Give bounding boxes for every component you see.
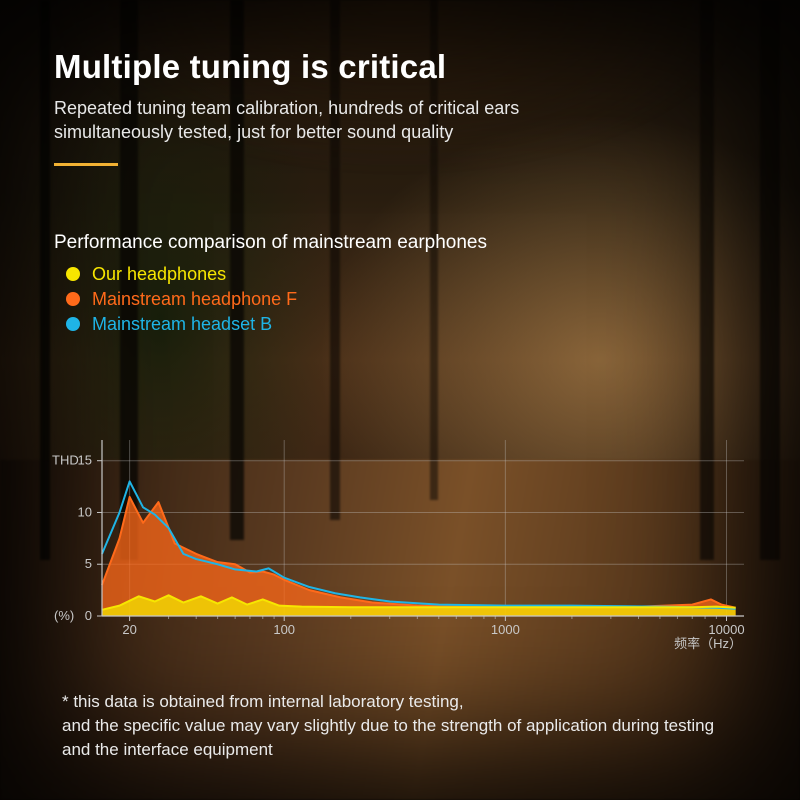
page-subtitle: Repeated tuning team calibration, hundre…	[54, 96, 614, 145]
legend-item: Our headphones	[54, 264, 746, 285]
legend-dot-icon	[66, 292, 80, 306]
chart-section-title: Performance comparison of mainstream ear…	[54, 232, 746, 254]
legend-label: Mainstream headphone F	[92, 289, 297, 310]
svg-text:15: 15	[78, 453, 92, 468]
thd-chart: 0 5 10 20 100 1000 10000 THD15 (%) 频率（Hz）	[46, 432, 754, 652]
svg-text:1000: 1000	[491, 622, 520, 637]
svg-text:10: 10	[78, 504, 92, 519]
svg-text:10000: 10000	[708, 622, 744, 637]
svg-text:THD: THD	[52, 453, 79, 468]
legend-dot-icon	[66, 317, 80, 331]
svg-text:(%): (%)	[54, 608, 74, 623]
svg-text:频率（Hz）: 频率（Hz）	[674, 636, 742, 651]
disclaimer-text: * this data is obtained from internal la…	[62, 690, 746, 761]
legend-label: Our headphones	[92, 264, 226, 285]
svg-text:5: 5	[85, 556, 92, 571]
svg-text:0: 0	[85, 608, 92, 623]
accent-rule	[54, 163, 118, 166]
legend-dot-icon	[66, 267, 80, 281]
legend: Our headphones Mainstream headphone F Main…	[54, 264, 746, 335]
legend-item: Mainstream headphone F	[54, 289, 746, 310]
legend-label: Mainstream headset B	[92, 314, 272, 335]
svg-text:100: 100	[273, 622, 295, 637]
infographic-card: Multiple tuning is critical Repeated tun…	[0, 0, 800, 800]
svg-text:20: 20	[122, 622, 136, 637]
content-region: Multiple tuning is critical Repeated tun…	[0, 0, 800, 800]
legend-item: Mainstream headset B	[54, 314, 746, 335]
page-title: Multiple tuning is critical	[54, 48, 746, 86]
